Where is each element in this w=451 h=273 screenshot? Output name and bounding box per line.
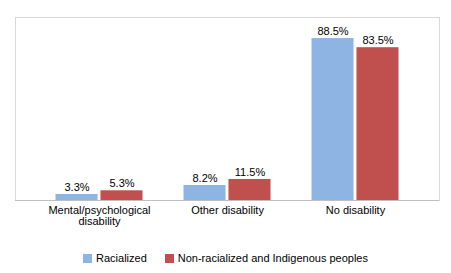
svg-text:8.2%: 8.2% <box>192 172 217 184</box>
svg-text:5.3%: 5.3% <box>109 177 134 189</box>
svg-text:11.5%: 11.5% <box>235 166 266 178</box>
svg-text:88.5%: 88.5% <box>317 25 348 37</box>
html-text:Racialized: Racialized <box>96 252 147 264</box>
svg-text:Other disability: Other disability <box>191 204 264 216</box>
svg-text:Mental/psychologicaldisability: Mental/psychologicaldisability <box>48 204 150 227</box>
svg-text:No disability: No disability <box>326 204 386 216</box>
html-text:Non-racialized and Indigenous: Non-racialized and Indigenous peoples <box>177 252 368 264</box>
svg-text:3.3%: 3.3% <box>64 181 89 193</box>
svg-text:83.5%: 83.5% <box>362 34 393 46</box>
